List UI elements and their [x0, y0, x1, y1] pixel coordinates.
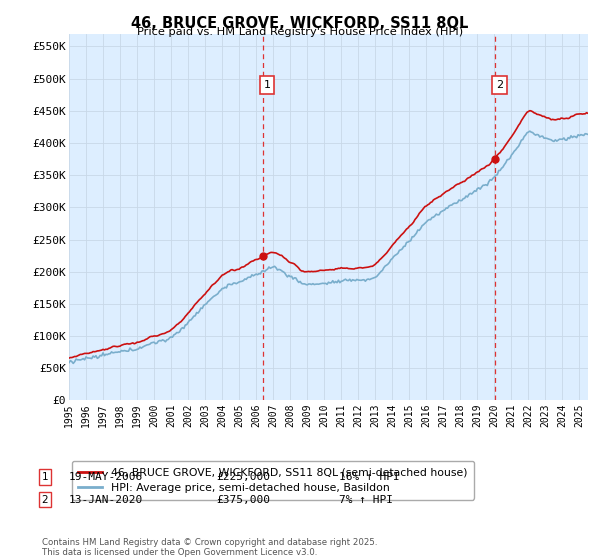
- Text: 7% ↑ HPI: 7% ↑ HPI: [339, 494, 393, 505]
- Text: 19-MAY-2006: 19-MAY-2006: [69, 472, 143, 482]
- Legend: 46, BRUCE GROVE, WICKFORD, SS11 8QL (semi-detached house), HPI: Average price, s: 46, BRUCE GROVE, WICKFORD, SS11 8QL (sem…: [72, 461, 474, 500]
- Text: 1: 1: [263, 80, 271, 90]
- Text: Contains HM Land Registry data © Crown copyright and database right 2025.
This d: Contains HM Land Registry data © Crown c…: [42, 538, 377, 557]
- Text: 46, BRUCE GROVE, WICKFORD, SS11 8QL: 46, BRUCE GROVE, WICKFORD, SS11 8QL: [131, 16, 469, 31]
- Text: 13-JAN-2020: 13-JAN-2020: [69, 494, 143, 505]
- Text: 2: 2: [496, 80, 503, 90]
- Text: £375,000: £375,000: [216, 494, 270, 505]
- Text: £225,000: £225,000: [216, 472, 270, 482]
- Text: 2: 2: [41, 494, 49, 505]
- Text: Price paid vs. HM Land Registry's House Price Index (HPI): Price paid vs. HM Land Registry's House …: [137, 27, 463, 37]
- Text: 16% ↑ HPI: 16% ↑ HPI: [339, 472, 400, 482]
- Text: 1: 1: [41, 472, 49, 482]
